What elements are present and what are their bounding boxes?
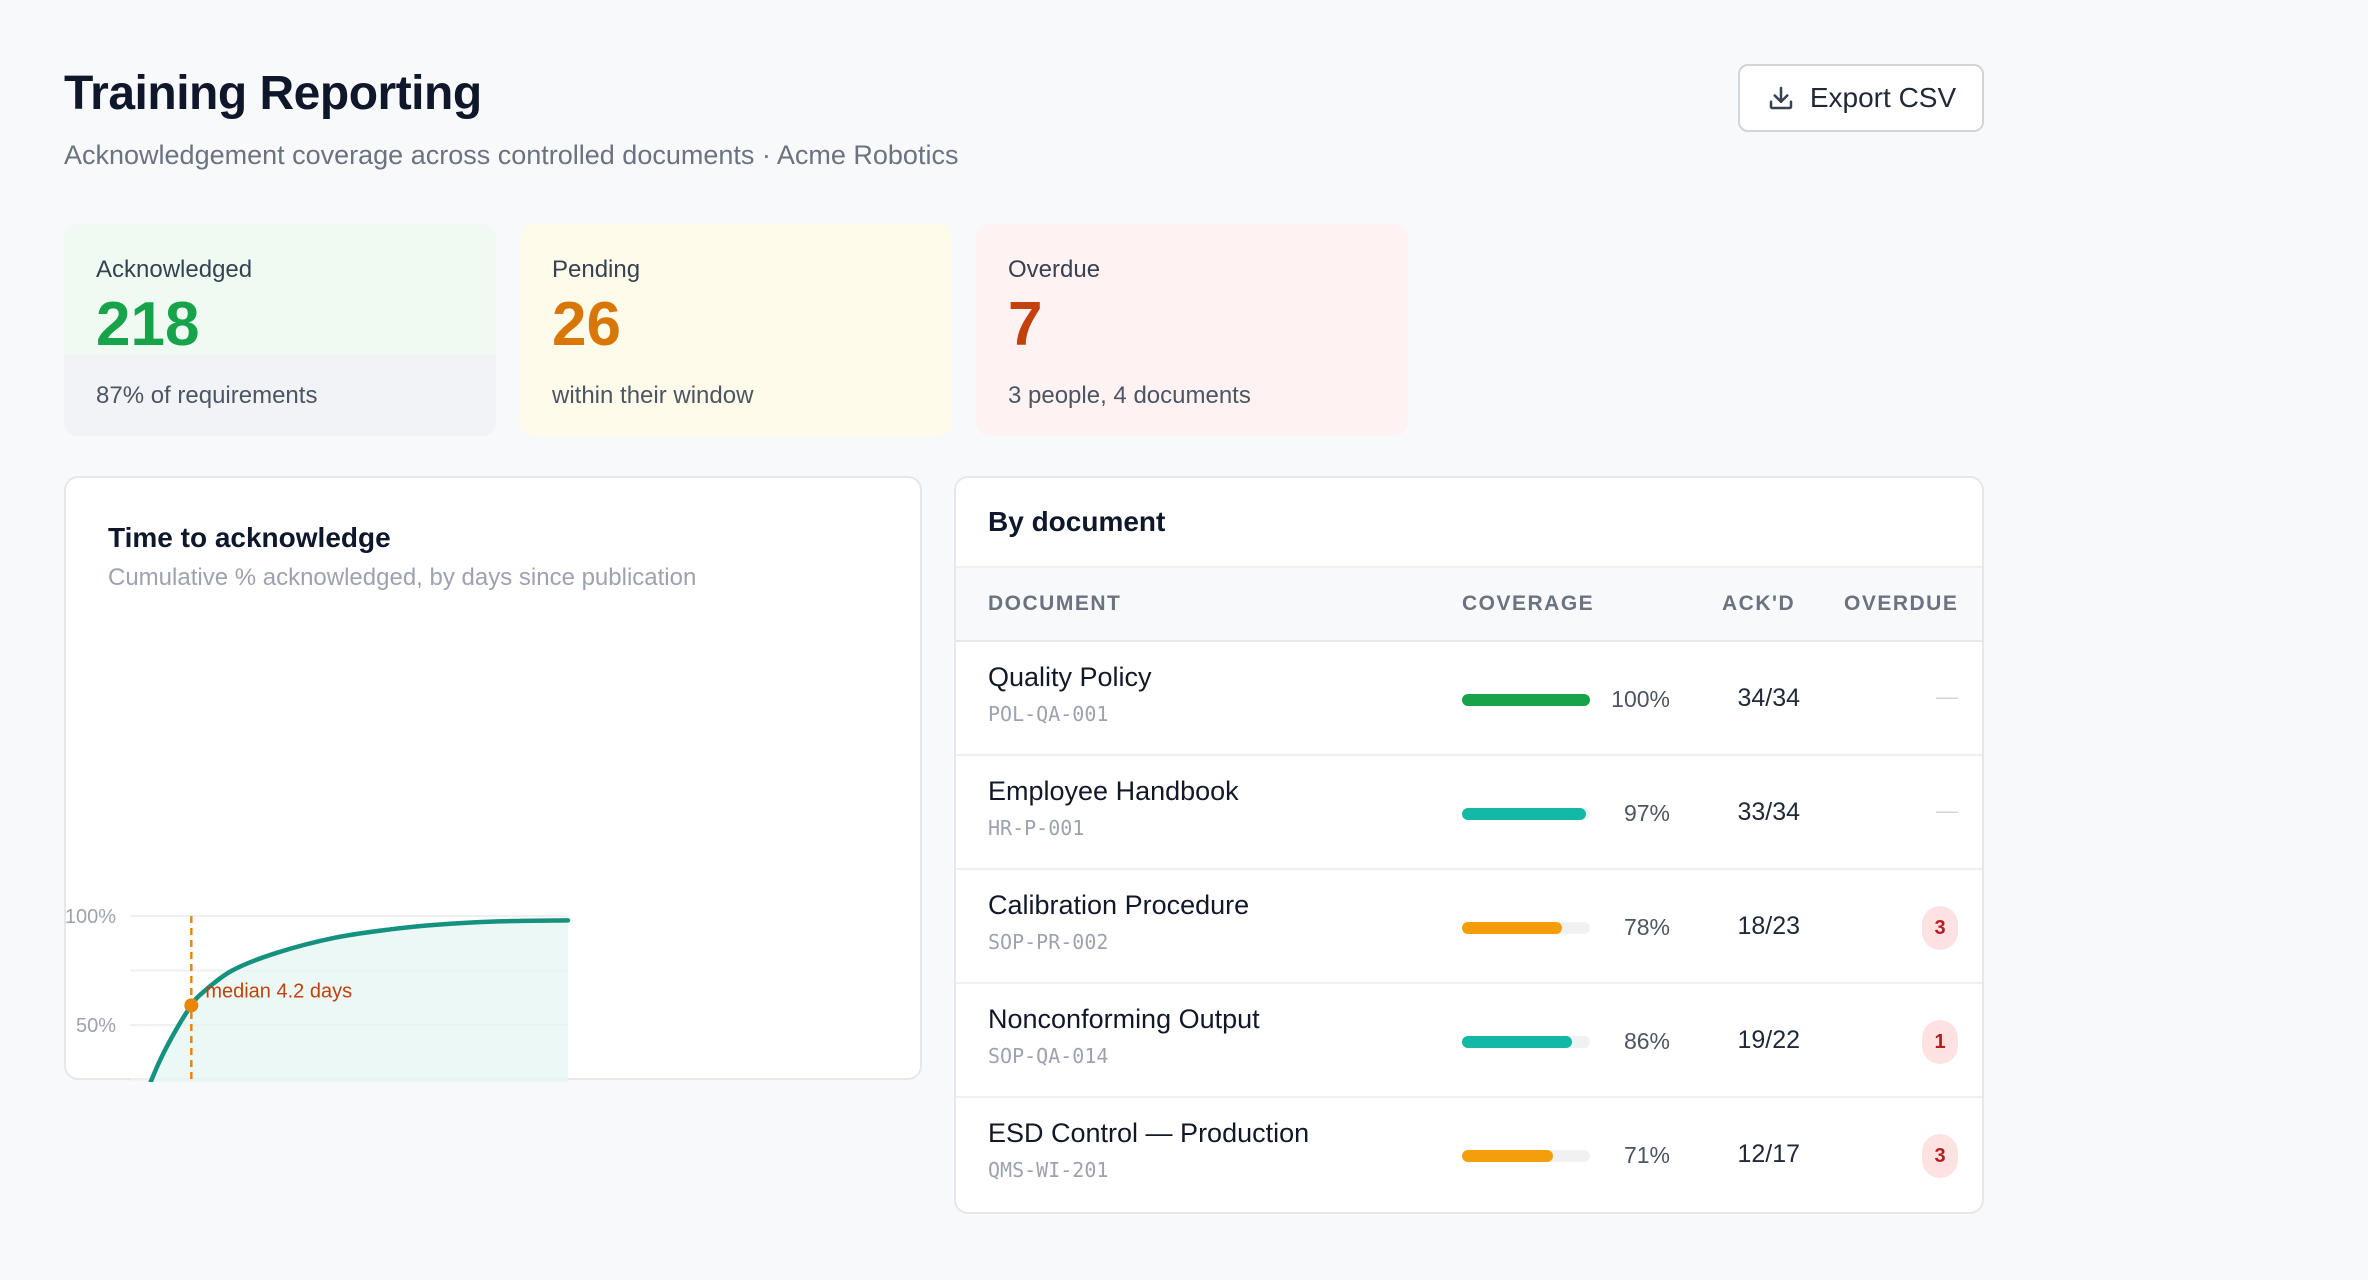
median-point: [184, 998, 199, 1013]
table-row[interactable]: Employee Handbook HR-P-001 97% 33/34 —: [956, 756, 1982, 870]
export-csv-label: Export CSV: [1809, 82, 1957, 113]
document-name[interactable]: Calibration Procedure: [988, 890, 1250, 920]
overdue-badge: 3: [1922, 906, 1958, 950]
stat-label: Overdue: [1008, 256, 1101, 283]
stat-card-pending: Pending 26 within their window: [520, 224, 952, 436]
overdue-badge: 3: [1922, 1134, 1958, 1178]
stat-label: Acknowledged: [96, 256, 253, 283]
coverage-bar: [1462, 694, 1590, 706]
stat-value: 218: [96, 290, 200, 359]
coverage-bar-fill: [1462, 1150, 1553, 1162]
table-row[interactable]: Quality Policy POL-QA-001 100% 34/34 —: [956, 642, 1982, 756]
coverage-percent: 100%: [1611, 686, 1670, 712]
table-row[interactable]: ESD Control — Production QMS-WI-201 71% …: [956, 1098, 1982, 1212]
series-line: [148, 918, 571, 1082]
document-name[interactable]: ESD Control — Production: [988, 1118, 1310, 1148]
document-name[interactable]: Nonconforming Output: [988, 1004, 1260, 1034]
stat-note: 3 people, 4 documents: [1008, 382, 1251, 409]
table-row[interactable]: Calibration Procedure SOP-PR-002 78% 18/…: [956, 870, 1982, 984]
table-header: DOCUMENT COVERAGE ACK'D OVERDUE: [956, 568, 1982, 642]
export-csv-button[interactable]: Export CSV: [1738, 64, 1984, 132]
y-tick-label: 50%: [76, 1015, 116, 1037]
stat-value: 26: [552, 290, 621, 359]
ackd-count: 33/34: [1737, 798, 1800, 826]
time-to-acknowledge-panel: Time to acknowledge Cumulative % acknowl…: [64, 476, 922, 1082]
y-tick-label: 100%: [66, 906, 116, 928]
chart-title: Time to acknowledge: [108, 522, 391, 553]
coverage-percent: 71%: [1623, 1142, 1670, 1168]
stat-note: within their window: [552, 382, 754, 409]
document-code: HR-P-001: [988, 816, 1085, 840]
stat-card-overdue: Overdue 7 3 people, 4 documents: [976, 224, 1408, 436]
coverage-bar: [1462, 1036, 1590, 1048]
document-code: QMS-WI-201: [988, 1158, 1109, 1182]
stat-value: 7: [1008, 290, 1043, 359]
coverage-percent: 78%: [1623, 914, 1670, 940]
column-header-overdue[interactable]: OVERDUE: [1844, 592, 1959, 615]
stat-note: 87% of requirements: [96, 382, 318, 409]
median-label: median 4.2 days: [205, 980, 352, 1002]
coverage-bar: [1462, 1150, 1590, 1162]
coverage-percent: 86%: [1623, 1028, 1670, 1054]
overdue-empty: —: [1936, 684, 1958, 709]
ackd-count: 18/23: [1737, 912, 1800, 940]
coverage-bar: [1462, 808, 1590, 820]
by-document-panel: By document DOCUMENT COVERAGE ACK'D OVER…: [954, 476, 1984, 1214]
ackd-count: 19/22: [1737, 1026, 1800, 1054]
column-header-ackd[interactable]: ACK'D: [1722, 592, 1796, 615]
column-header-coverage[interactable]: COVERAGE: [1462, 592, 1595, 615]
overdue-badge: 1: [1922, 1020, 1958, 1064]
overdue-empty: —: [1936, 798, 1958, 823]
stat-label: Pending: [552, 256, 641, 283]
coverage-bar-fill: [1462, 1036, 1573, 1048]
table-row[interactable]: Nonconforming Output SOP-QA-014 86% 19/2…: [956, 984, 1982, 1098]
document-name[interactable]: Quality Policy: [988, 662, 1152, 692]
column-header-document[interactable]: DOCUMENT: [988, 592, 1122, 615]
coverage-bar-fill: [1462, 694, 1590, 706]
chart-subtitle: Cumulative % acknowledged, by days since…: [108, 564, 697, 591]
page-title: Training Reporting: [64, 67, 482, 120]
ackd-count: 12/17: [1737, 1140, 1800, 1168]
table-title: By document: [956, 478, 1982, 568]
page-subtitle: Acknowledgement coverage across controll…: [64, 140, 959, 170]
table-body: Quality Policy POL-QA-001 100% 34/34 — E…: [956, 642, 1982, 1212]
coverage-bar-fill: [1462, 922, 1562, 934]
ackd-count: 34/34: [1737, 684, 1800, 712]
document-name[interactable]: Employee Handbook: [988, 776, 1239, 806]
acknowledge-chart: median 4.2 days0%50%100%0d7d14d21d30d: [66, 906, 571, 1082]
document-code: SOP-PR-002: [988, 930, 1109, 954]
coverage-percent: 97%: [1623, 800, 1670, 826]
document-code: POL-QA-001: [988, 702, 1109, 726]
coverage-bar: [1462, 922, 1590, 934]
document-code: SOP-QA-014: [988, 1044, 1109, 1068]
coverage-bar-fill: [1462, 808, 1587, 820]
download-icon: [1769, 86, 1793, 110]
stat-card-acknowledged: Acknowledged 218 87% of requirements: [64, 224, 496, 436]
